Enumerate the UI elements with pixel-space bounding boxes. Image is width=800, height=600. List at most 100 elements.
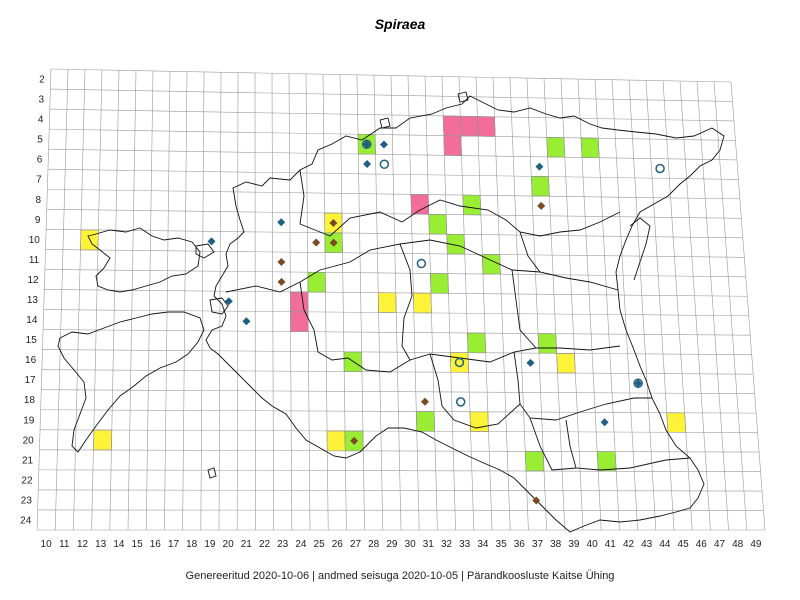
circle-marker: [655, 163, 665, 174]
grid-line-horizontal: [47, 188, 740, 200]
column-label: 46: [696, 539, 708, 550]
grid-line-vertical: [91, 69, 103, 531]
row-label: 10: [29, 235, 41, 246]
grid-line-vertical: [611, 79, 638, 531]
column-label: 44: [659, 539, 671, 550]
grid-cell-pink: [459, 115, 479, 137]
column-label: 34: [477, 539, 489, 550]
column-label: 40: [587, 539, 599, 550]
column-label: 38: [550, 539, 562, 550]
grid-line-horizontal: [50, 88, 733, 102]
grid-line-vertical: [730, 81, 766, 531]
grid-cell-pink: [290, 311, 309, 332]
column-label: 31: [423, 539, 435, 550]
blue-diamond-marker: [277, 218, 286, 227]
circle-marker: [379, 159, 390, 170]
grid-line-vertical: [54, 69, 69, 531]
grid-line-vertical: [356, 74, 365, 531]
row-label: 13: [27, 295, 39, 306]
column-label: 17: [168, 539, 180, 550]
grid-line-horizontal: [40, 429, 758, 433]
blue-diamond-marker: [379, 140, 388, 149]
row-label: 3: [39, 95, 45, 106]
grid-cell-green: [537, 333, 557, 354]
grid-line-horizontal: [49, 128, 736, 141]
column-label: 30: [405, 539, 417, 550]
grid-line-vertical: [373, 75, 384, 531]
grid-line-horizontal: [41, 389, 755, 394]
grid-cell-pink: [442, 115, 462, 137]
brown-diamond-marker: [350, 436, 359, 445]
island-prangli: [457, 91, 469, 103]
brown-diamond-marker: [329, 218, 338, 227]
grid-line-horizontal: [38, 489, 763, 492]
grid-cell-yellow: [413, 292, 432, 314]
circle-marker: [454, 357, 465, 368]
grid-line-vertical: [36, 68, 52, 531]
grid-line-horizontal: [39, 449, 760, 453]
brown-diamond-marker: [312, 238, 321, 247]
grid-line-horizontal: [50, 68, 732, 83]
grid-line-vertical: [407, 75, 420, 531]
column-label: 48: [732, 539, 744, 550]
brown-diamond-marker: [277, 277, 286, 286]
row-label: 19: [23, 415, 35, 426]
column-label: 32: [441, 539, 453, 550]
grid-line-horizontal: [41, 369, 754, 375]
brown-diamond-marker: [532, 496, 541, 505]
blue-diamond-marker: [242, 317, 251, 326]
grid-line-vertical: [577, 79, 602, 531]
column-label: 39: [568, 539, 580, 550]
row-label: 6: [37, 155, 43, 166]
island-hiiumaa: [87, 227, 201, 293]
row-label: 14: [26, 315, 38, 326]
column-label: 21: [241, 539, 253, 550]
column-label: 16: [150, 539, 162, 550]
island-ruhnu: [207, 467, 217, 479]
grid-cell-pink: [477, 116, 496, 137]
grid-line-vertical: [475, 77, 493, 531]
column-label: 24: [295, 539, 307, 550]
grid-line-vertical: [73, 69, 86, 531]
circle-marker: [416, 258, 427, 269]
grid-line-vertical: [424, 76, 438, 531]
county-border-1: [299, 199, 621, 237]
row-label: 23: [21, 495, 33, 506]
grid-line-horizontal: [45, 249, 745, 258]
grid-lines: [36, 68, 766, 531]
grid-cell-yellow: [469, 411, 489, 432]
grid-cell-green: [596, 451, 617, 472]
grid-line-vertical: [164, 71, 171, 531]
grid-line-horizontal: [46, 209, 742, 219]
column-label: 19: [204, 539, 216, 550]
grid-line-vertical: [339, 74, 347, 531]
column-label: 33: [459, 539, 471, 550]
grid-line-vertical: [509, 77, 529, 531]
column-label: 45: [678, 539, 690, 550]
column-label: 35: [496, 539, 508, 550]
column-label: 12: [77, 539, 89, 550]
circle-marker: [633, 378, 643, 388]
row-label: 7: [36, 175, 42, 186]
grid-line-vertical: [560, 78, 584, 531]
row-label: 17: [24, 375, 36, 386]
grid-line-vertical: [628, 80, 657, 531]
grid-line-horizontal: [38, 469, 761, 472]
row-label: 24: [20, 515, 32, 526]
grid-line-vertical: [322, 74, 329, 531]
grid-line-horizontal: [43, 309, 749, 317]
grid-line-horizontal: [47, 168, 739, 180]
grid-line-vertical: [127, 70, 137, 531]
blue-diamond-marker: [224, 297, 233, 306]
grid-line-vertical: [182, 71, 188, 531]
grid-line-vertical: [662, 80, 693, 531]
grid-line-vertical: [236, 72, 239, 531]
grid-line-vertical: [458, 76, 475, 531]
grid-line-vertical: [679, 81, 711, 531]
grid-cell-green: [524, 451, 545, 472]
island-naissaar: [379, 117, 391, 129]
grid-cell-green: [546, 137, 566, 158]
circle-marker: [361, 139, 372, 149]
column-label: 28: [368, 539, 380, 550]
column-label: 42: [623, 539, 635, 550]
